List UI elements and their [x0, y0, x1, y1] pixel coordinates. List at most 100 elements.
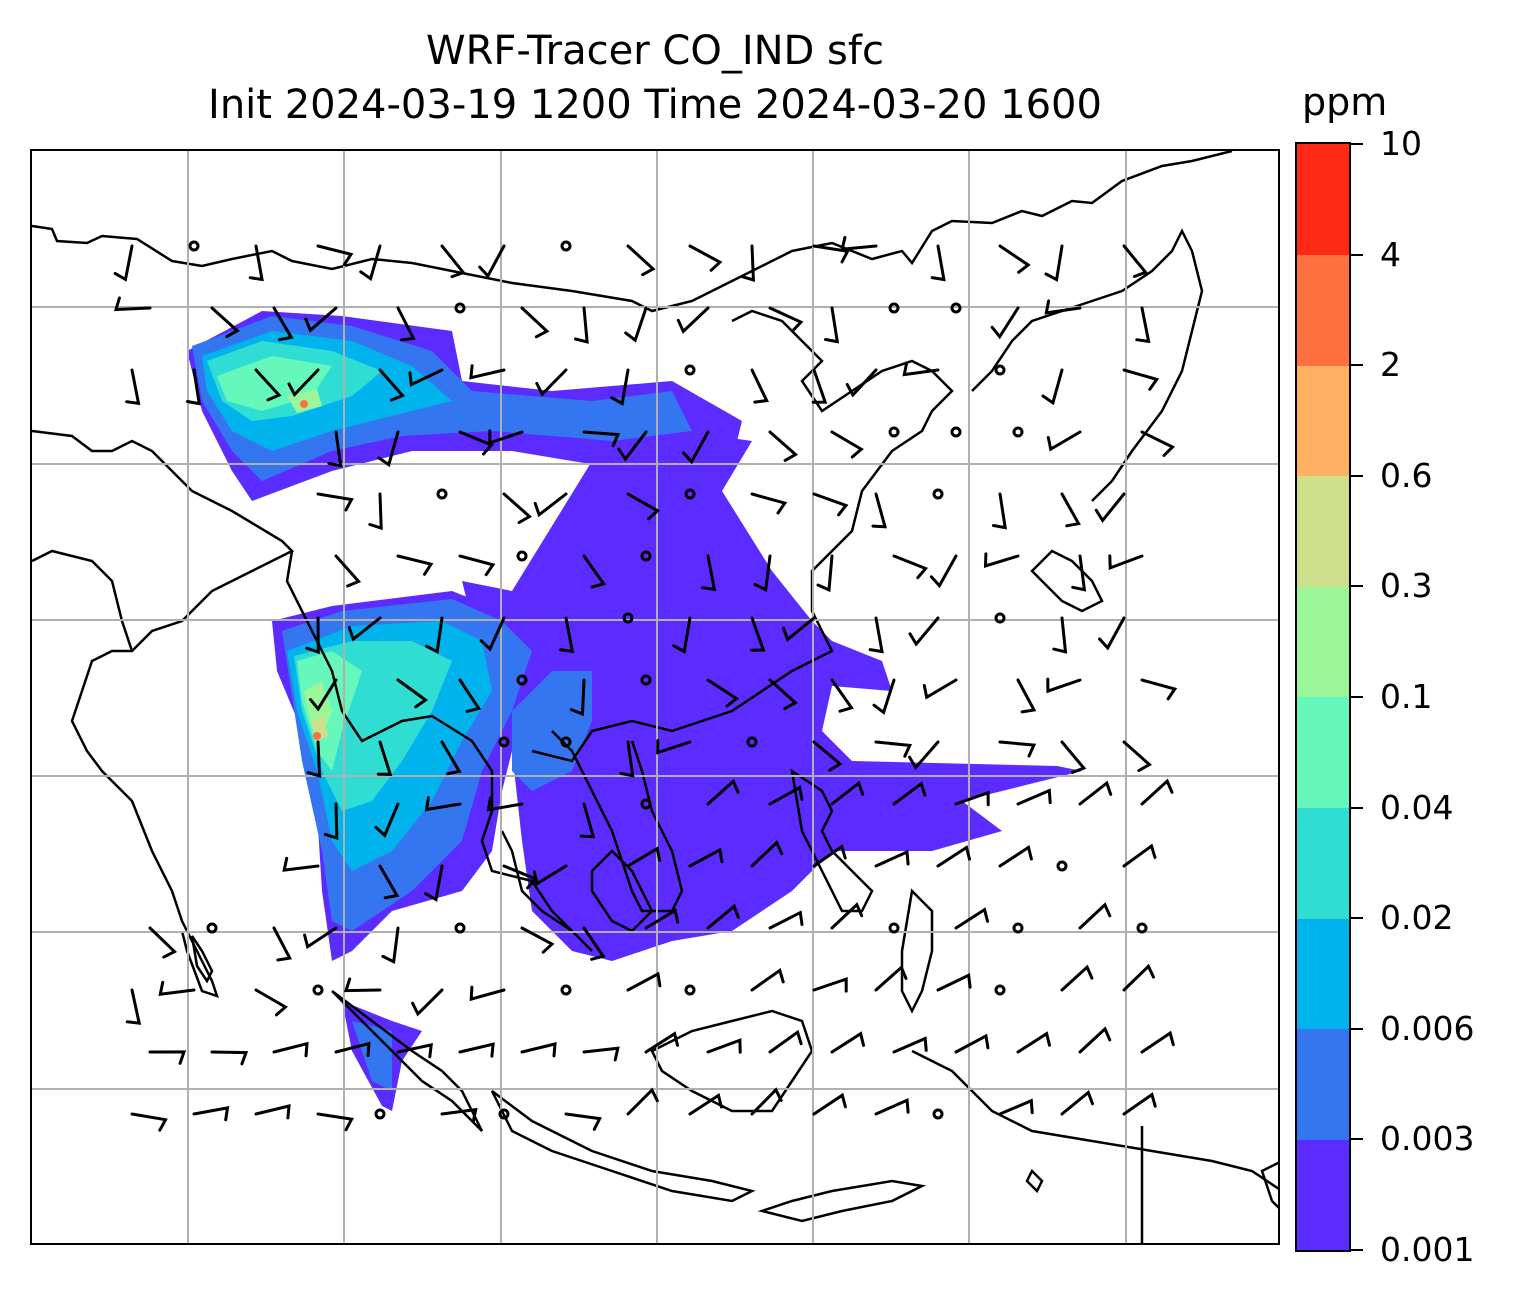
colorbar-tick-label: 4	[1380, 234, 1401, 274]
wind-barb	[1078, 780, 1113, 806]
wind-barb	[626, 846, 662, 868]
wind-barb	[688, 1092, 723, 1116]
wind-barb	[701, 554, 717, 592]
wind-barb	[750, 492, 788, 515]
wind-barb	[440, 1107, 478, 1123]
wind-barb	[192, 1106, 230, 1122]
wind-barb	[688, 847, 724, 868]
wind-barb	[306, 740, 322, 779]
wind-barb	[502, 492, 533, 524]
wind-barb	[768, 678, 798, 711]
wind-barb	[1041, 368, 1064, 406]
wind-barb	[520, 926, 555, 954]
chart-subtitle: Init 2024-03-19 1200 Time 2024-03-20 160…	[208, 82, 1102, 128]
wind-barb	[376, 740, 393, 776]
wind-barb	[830, 678, 854, 713]
wind-barb	[644, 908, 680, 930]
wind-barb	[582, 554, 607, 589]
colorbar-tick-label: 0.6	[1380, 455, 1433, 495]
wind-barb	[892, 554, 929, 580]
wind-barb	[479, 616, 506, 652]
colorbar-tick	[1351, 585, 1363, 588]
wind-barb	[316, 1112, 354, 1132]
wind-barb	[998, 844, 1033, 868]
calm-wind-marker	[684, 364, 696, 376]
calm-wind-marker	[312, 984, 324, 996]
wind-barb	[812, 844, 847, 868]
wind-barb	[396, 678, 429, 709]
wind-barb	[768, 910, 804, 930]
colorbar	[1295, 142, 1351, 1252]
wind-barb	[1122, 963, 1155, 992]
calm-wind-marker	[994, 984, 1006, 996]
wind-barb	[908, 616, 940, 647]
wind-barb	[520, 306, 550, 339]
colorbar-tick	[1351, 696, 1363, 698]
colorbar-tick	[1351, 1138, 1363, 1141]
colorbar-tick-label: 0.04	[1380, 787, 1454, 827]
calm-wind-marker	[436, 488, 448, 500]
wind-barb	[316, 492, 354, 512]
wind-barb	[254, 988, 288, 1017]
wind-barb	[440, 740, 462, 776]
wind-barb	[998, 244, 1031, 274]
colorbar-segment	[1297, 807, 1349, 919]
wind-barb	[1078, 1026, 1112, 1054]
wind-barb	[1140, 678, 1178, 701]
colorbar-segment	[1297, 365, 1349, 477]
wind-barb	[316, 244, 354, 266]
wind-barb	[768, 306, 804, 333]
colorbar-tick-label: 0.003	[1380, 1119, 1475, 1159]
colorbar-segment	[1297, 1028, 1349, 1140]
colorbar-segment	[1297, 586, 1349, 698]
wind-barb	[624, 306, 648, 343]
colorbar-segment	[1297, 697, 1349, 808]
wind-barb	[377, 430, 400, 468]
wind-barb	[706, 1038, 742, 1054]
wind-barb	[424, 796, 462, 812]
calm-wind-marker	[206, 922, 218, 934]
calm-wind-marker	[640, 674, 652, 686]
colorbar-tick	[1351, 806, 1363, 809]
wind-barb	[564, 1112, 602, 1131]
colorbar-tick-label: 0.001	[1380, 1230, 1475, 1269]
wind-barb	[254, 1104, 291, 1120]
wind-barb	[378, 368, 406, 402]
wind-barb	[1060, 964, 1094, 992]
wind-barb	[768, 785, 804, 806]
wind-barb	[768, 430, 799, 462]
wind-barb	[574, 306, 589, 344]
wind-barb	[408, 368, 444, 387]
wind-barb	[868, 616, 884, 654]
wind-barb	[749, 616, 766, 652]
calm-wind-marker	[684, 984, 696, 996]
wind-barb	[248, 244, 264, 282]
wind-barb	[1122, 368, 1160, 391]
calm-wind-marker	[560, 240, 572, 252]
wind-barb	[478, 244, 506, 279]
wind-barb	[469, 364, 506, 380]
wind-barb	[425, 616, 444, 654]
wind-barb	[644, 1031, 679, 1054]
wind-barb	[991, 492, 1008, 530]
calm-wind-marker	[932, 1108, 944, 1120]
wind-barb	[582, 1046, 620, 1062]
wind-barb	[113, 296, 152, 312]
wind-barb	[845, 368, 878, 398]
wind-barb	[874, 964, 908, 992]
wind-barb	[1078, 902, 1112, 930]
wind-barb	[892, 1036, 928, 1054]
colorbar-segment	[1297, 918, 1349, 1030]
wind-barb	[303, 926, 338, 950]
wind-barb	[1060, 492, 1081, 528]
colorbar-tick-label: 0.1	[1380, 677, 1433, 716]
calm-wind-marker	[950, 302, 962, 314]
wind-barb	[750, 1087, 783, 1116]
colorbar-segment	[1297, 144, 1349, 255]
colorbar-tick	[1351, 253, 1363, 256]
wind-barb	[1016, 678, 1037, 714]
wind-barb	[532, 864, 568, 887]
wind-barb	[533, 492, 568, 518]
colorbar-tick	[1351, 143, 1363, 145]
wind-barb	[619, 740, 635, 778]
